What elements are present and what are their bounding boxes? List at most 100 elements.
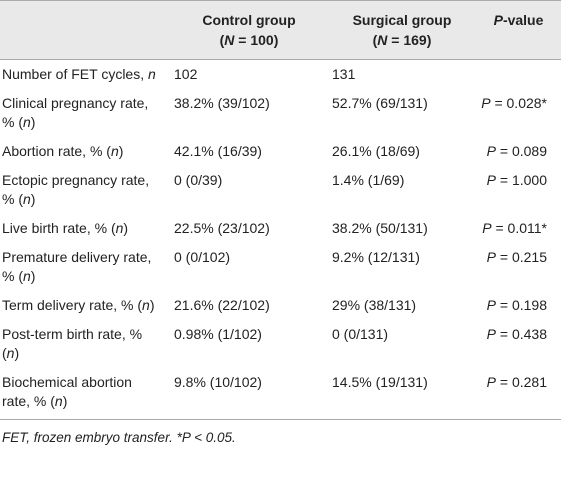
text: = 0.438 xyxy=(496,326,547,342)
control-cell: 38.2% (39/102) xyxy=(174,95,270,111)
italic-text: P xyxy=(493,12,503,28)
p-value-cell: P = 0.089 xyxy=(476,137,561,166)
row-label: Clinical pregnancy rate, % (n) xyxy=(0,89,170,137)
italic-text: n xyxy=(148,66,156,82)
p-value-cell: P = 0.028* xyxy=(476,89,561,137)
text: = 169) xyxy=(387,32,432,48)
text: = 0.281 xyxy=(496,374,547,390)
italic-text: P xyxy=(481,95,491,111)
text: -value xyxy=(502,12,544,28)
row-label: Premature delivery rate, % (n) xyxy=(0,243,170,291)
text: Clinical pregnancy rate, % ( xyxy=(2,95,149,130)
italic-text: n xyxy=(23,268,31,284)
text: Live birth rate, % ( xyxy=(2,220,116,236)
text: Number of FET cycles, xyxy=(2,66,149,82)
control-cell: 22.5% (23/102) xyxy=(174,220,270,236)
text: ) xyxy=(30,114,36,130)
control-cell: 0.98% (1/102) xyxy=(174,326,262,342)
text: ( xyxy=(372,32,378,48)
text: ) xyxy=(149,297,155,313)
text: = 0.215 xyxy=(496,249,547,265)
column-header: P-value xyxy=(476,0,561,60)
control-cell: 42.1% (16/39) xyxy=(174,143,262,159)
text: ) xyxy=(123,220,129,236)
text: = 0.198 xyxy=(496,297,547,313)
italic-text: n xyxy=(6,345,15,361)
control-cell: 102 xyxy=(174,66,198,82)
p-value-cell: P = 1.000 xyxy=(476,166,561,214)
italic-text: n xyxy=(110,143,119,159)
column-header: Control group (N = 100) xyxy=(170,0,328,60)
header-line: P-value xyxy=(480,10,557,30)
italic-text: P xyxy=(486,326,496,342)
table-row: Biochemical abortion rate, % (n) 9.8% (10… xyxy=(0,368,561,420)
table-body: Number of FET cycles, n 102 131 Clinical pr… xyxy=(0,60,561,420)
italic-text: n xyxy=(23,191,31,207)
text: = 0.011* xyxy=(491,220,547,236)
table-row: Post-term birth rate, % (n) 0.98% (1/102)… xyxy=(0,320,561,368)
control-cell: 0 (0/39) xyxy=(174,172,223,188)
row-label: Ectopic pregnancy rate, % (n) xyxy=(0,166,170,214)
surgical-cell: 1.4% (1/69) xyxy=(332,172,405,188)
results-table: Control group (N = 100) Surgical group (N =… xyxy=(0,0,561,420)
text: = 0.028* xyxy=(490,95,547,111)
table-row: Number of FET cycles, n 102 131 xyxy=(0,60,561,90)
surgical-cell: 131 xyxy=(332,66,356,82)
row-label: Live birth rate, % (n) xyxy=(0,214,170,243)
text: ) xyxy=(118,143,124,159)
text: = 0.089 xyxy=(496,143,547,159)
table-header: Control group (N = 100) Surgical group (N =… xyxy=(0,0,561,60)
italic-text: N xyxy=(224,32,235,48)
row-label: Number of FET cycles, n xyxy=(0,60,170,90)
row-label: Post-term birth rate, % (n) xyxy=(0,320,170,368)
table-row: Abortion rate, % (n) 42.1% (16/39) 26.1% (… xyxy=(0,137,561,166)
text: = 100) xyxy=(234,32,279,48)
row-label: Term delivery rate, % (n) xyxy=(0,291,170,320)
text: ( xyxy=(219,32,225,48)
control-cell: 21.6% (22/102) xyxy=(174,297,270,313)
text: ) xyxy=(14,345,20,361)
p-value-cell: P = 0.011* xyxy=(476,214,561,243)
table-row: Clinical pregnancy rate, % (n) 38.2% (39/… xyxy=(0,89,561,137)
header-line: Control group xyxy=(174,10,324,30)
column-header: Surgical group (N = 169) xyxy=(328,0,476,60)
italic-text: n xyxy=(142,297,150,313)
p-value-cell xyxy=(476,60,561,90)
italic-text: N xyxy=(377,32,388,48)
surgical-cell: 26.1% (18/69) xyxy=(332,143,420,159)
surgical-cell: 0 (0/131) xyxy=(332,326,389,342)
header-line: Surgical group xyxy=(332,10,472,30)
surgical-cell: 52.7% (69/131) xyxy=(332,95,428,111)
text: Control group xyxy=(202,12,296,28)
surgical-cell: 38.2% (50/131) xyxy=(332,220,428,236)
control-cell: 0 (0/102) xyxy=(174,249,231,265)
surgical-cell: 14.5% (19/131) xyxy=(328,368,476,420)
italic-text: P xyxy=(486,374,496,390)
text: Abortion rate, % ( xyxy=(2,143,111,159)
italic-text: P xyxy=(486,297,496,313)
table-row: Premature delivery rate, % (n) 0 (0/102) 9… xyxy=(0,243,561,291)
text: Biochemical abortion rate, % ( xyxy=(2,374,132,409)
table-row: Live birth rate, % (n) 22.5% (23/102) 38.2… xyxy=(0,214,561,243)
row-label: Biochemical abortion rate, % (n) xyxy=(0,368,170,420)
text: Term delivery rate, % ( xyxy=(2,297,143,313)
table-row: Term delivery rate, % (n) 21.6% (22/102) 2… xyxy=(0,291,561,320)
header-line: (N = 100) xyxy=(174,30,324,50)
italic-text: P xyxy=(486,143,496,159)
p-value-cell: P = 0.215 xyxy=(476,243,561,291)
text: ) xyxy=(30,191,36,207)
header-line: (N = 169) xyxy=(332,30,472,50)
text: ) xyxy=(62,393,68,409)
row-label: Abortion rate, % (n) xyxy=(0,137,170,166)
italic-text: P xyxy=(486,249,496,265)
text: = 1.000 xyxy=(496,172,547,188)
italic-text: P xyxy=(482,220,492,236)
italic-text: P xyxy=(486,172,496,188)
p-value-cell: P = 0.198 xyxy=(476,291,561,320)
text: Premature delivery rate, % ( xyxy=(2,249,152,284)
header-row: Control group (N = 100) Surgical group (N =… xyxy=(0,0,561,60)
italic-text: n xyxy=(54,393,63,409)
italic-text: n xyxy=(115,220,124,236)
p-value-cell: P = 0.438 xyxy=(476,320,561,368)
